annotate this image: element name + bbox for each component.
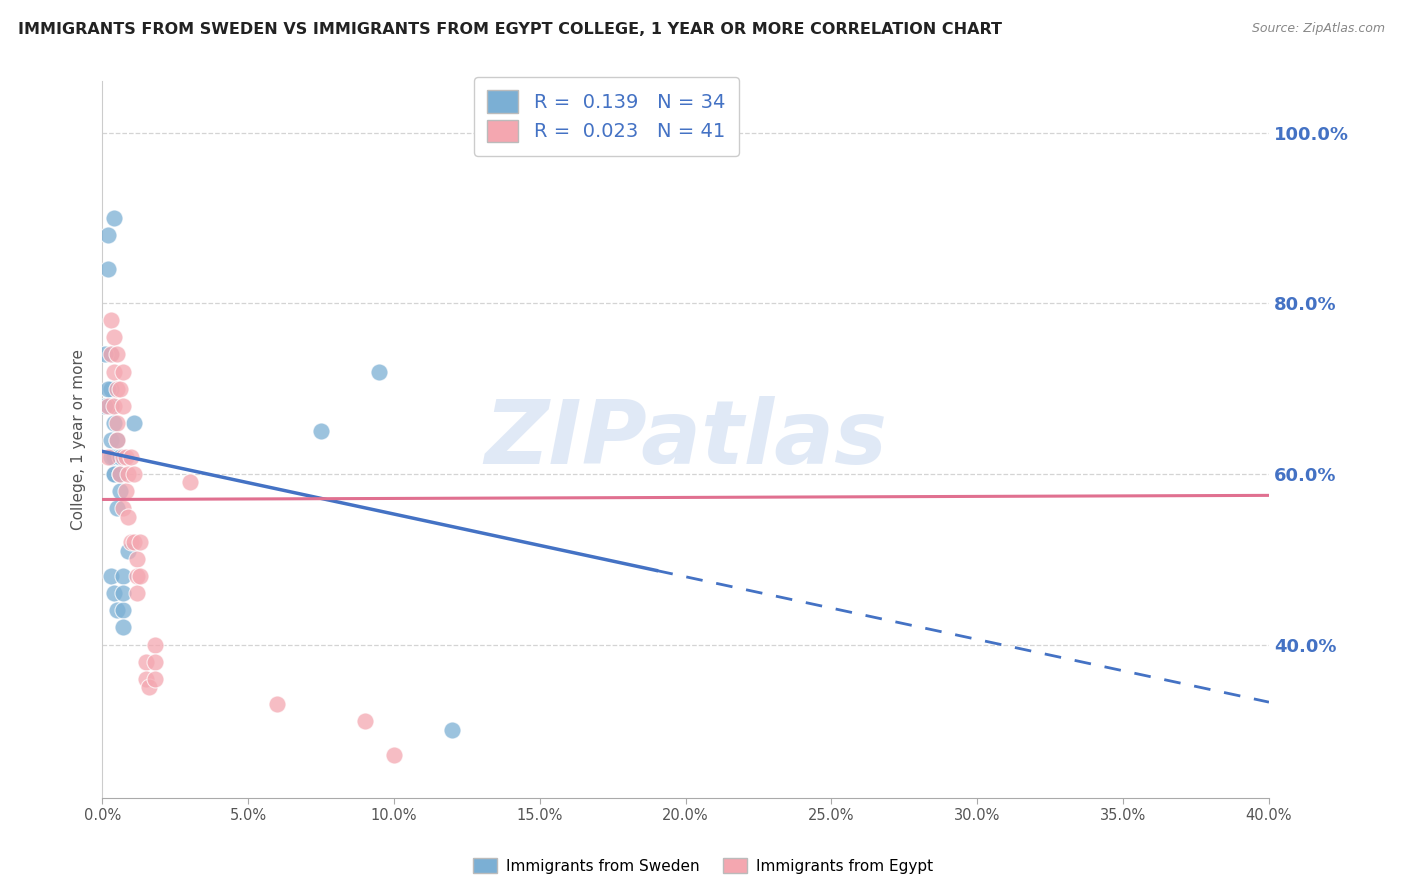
Point [94,347,117,361]
Point [117,543,139,558]
Point [97,227,120,242]
Point [129,535,152,549]
Point [143,672,166,686]
Point [103,364,125,378]
Point [353,714,375,729]
Point [114,483,136,498]
Point [105,433,128,447]
Point [108,382,131,396]
Point [586,126,609,140]
Point [111,569,134,583]
Point [124,535,146,549]
Point [100,382,122,396]
Point [127,569,149,583]
Point [103,399,125,413]
Point [108,450,131,464]
Point [124,416,146,430]
Point [103,467,125,481]
Point [108,467,131,481]
Point [111,603,134,617]
Point [103,330,125,344]
Point [111,620,134,634]
Point [103,450,125,464]
Legend: Immigrants from Sweden, Immigrants from Egypt: Immigrants from Sweden, Immigrants from … [467,852,939,880]
Point [100,569,122,583]
Point [138,680,160,694]
Point [100,347,122,361]
Point [111,501,134,516]
Point [111,399,134,413]
Point [143,655,166,669]
Point [368,364,391,378]
Point [97,399,120,413]
Point [100,313,122,327]
Point [127,586,149,600]
Point [114,450,136,464]
Point [108,483,131,498]
Point [97,262,120,277]
Point [97,382,120,396]
Point [100,399,122,413]
Point [135,672,157,686]
Point [111,586,134,600]
Point [127,552,149,566]
Y-axis label: College, 1 year or more: College, 1 year or more [72,350,86,530]
Point [117,509,139,524]
Point [120,450,142,464]
Point [111,450,134,464]
Point [103,211,125,225]
Point [135,655,157,669]
Point [645,890,668,892]
Point [105,501,128,516]
Point [129,569,152,583]
Point [120,535,142,549]
Point [266,697,288,711]
Point [100,347,122,361]
Point [659,126,682,140]
Point [143,638,166,652]
Point [179,475,201,490]
Point [382,748,405,763]
Point [309,424,332,438]
Point [441,723,464,737]
Point [105,347,128,361]
Point [97,450,120,464]
Point [103,467,125,481]
Point [105,382,128,396]
Legend: R =  0.139   N = 34, R =  0.023   N = 41: R = 0.139 N = 34, R = 0.023 N = 41 [474,77,740,156]
Point [108,467,131,481]
Point [103,416,125,430]
Point [124,467,146,481]
Point [105,416,128,430]
Point [105,433,128,447]
Point [117,467,139,481]
Point [94,399,117,413]
Point [103,586,125,600]
Point [100,433,122,447]
Point [111,364,134,378]
Point [100,450,122,464]
Point [105,603,128,617]
Text: IMMIGRANTS FROM SWEDEN VS IMMIGRANTS FROM EGYPT COLLEGE, 1 YEAR OR MORE CORRELAT: IMMIGRANTS FROM SWEDEN VS IMMIGRANTS FRO… [18,22,1002,37]
Text: ZIPatlas: ZIPatlas [484,396,887,483]
Text: Source: ZipAtlas.com: Source: ZipAtlas.com [1251,22,1385,36]
